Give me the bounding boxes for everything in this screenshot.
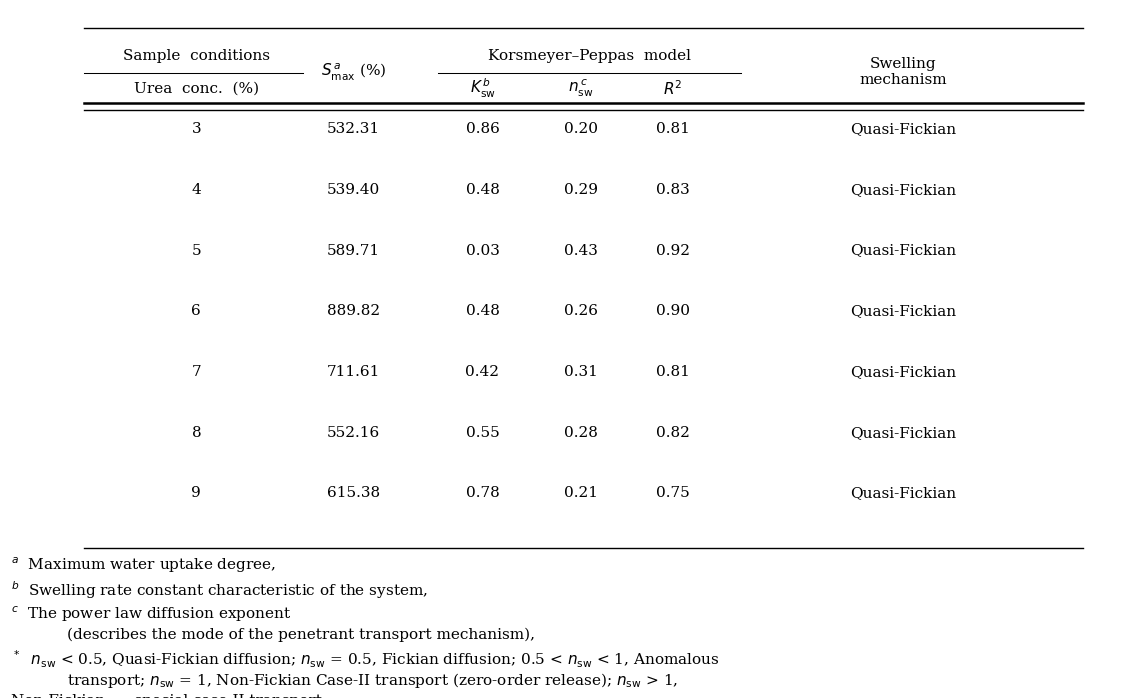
Text: 0.28: 0.28 (564, 426, 598, 440)
Text: 0.42: 0.42 (466, 365, 499, 379)
Text: $^*$  $n_{\rm sw}$ < 0.5, Quasi-Fickian diffusion; $n_{\rm sw}$ = 0.5, Fickian d: $^*$ $n_{\rm sw}$ < 0.5, Quasi-Fickian d… (11, 649, 720, 670)
Text: $^c$  The power law diffusion exponent: $^c$ The power law diffusion exponent (11, 604, 292, 624)
Text: Quasi-Fickian: Quasi-Fickian (850, 487, 956, 500)
Text: 615.38: 615.38 (327, 487, 380, 500)
Text: $S_{\rm max}^{\,a}$ (%): $S_{\rm max}^{\,a}$ (%) (321, 61, 386, 83)
Text: 0.55: 0.55 (466, 426, 499, 440)
Text: 0.86: 0.86 (466, 122, 499, 136)
Text: 0.82: 0.82 (656, 426, 690, 440)
Text: Quasi-Fickian: Quasi-Fickian (850, 122, 956, 136)
Text: 0.75: 0.75 (656, 487, 690, 500)
Text: 0.48: 0.48 (466, 183, 499, 197)
Text: 711.61: 711.61 (327, 365, 380, 379)
Text: 0.20: 0.20 (564, 122, 598, 136)
Text: 0.21: 0.21 (564, 487, 598, 500)
Text: Quasi-Fickian: Quasi-Fickian (850, 365, 956, 379)
Text: $^a$  Maximum water uptake degree,: $^a$ Maximum water uptake degree, (11, 556, 276, 575)
Text: Urea  conc.  (%): Urea conc. (%) (134, 82, 259, 96)
Text: (describes the mode of the penetrant transport mechanism),: (describes the mode of the penetrant tra… (67, 628, 535, 642)
Text: 532.31: 532.31 (327, 122, 380, 136)
Text: Sample  conditions: Sample conditions (122, 49, 270, 63)
Text: 0.48: 0.48 (466, 304, 499, 318)
Text: transport; $n_{\rm sw}$ = 1, Non-Fickian Case-II transport (zero-order release);: transport; $n_{\rm sw}$ = 1, Non-Fickian… (67, 671, 679, 690)
Text: Non-Fickian      special case-II transport.: Non-Fickian special case-II transport. (11, 695, 327, 698)
Text: 552.16: 552.16 (327, 426, 380, 440)
Text: 0.29: 0.29 (564, 183, 598, 197)
Text: 889.82: 889.82 (327, 304, 380, 318)
Text: 7: 7 (192, 365, 201, 379)
Text: 0.90: 0.90 (656, 304, 690, 318)
Text: Quasi-Fickian: Quasi-Fickian (850, 244, 956, 258)
Text: 5: 5 (192, 244, 201, 258)
Text: 0.31: 0.31 (564, 365, 598, 379)
Text: Quasi-Fickian: Quasi-Fickian (850, 304, 956, 318)
Text: $R^2$: $R^2$ (663, 80, 683, 98)
Text: $K_{\rm sw}^{\,b}$: $K_{\rm sw}^{\,b}$ (469, 77, 496, 101)
Text: $n_{\rm sw}^{\,c}$: $n_{\rm sw}^{\,c}$ (569, 78, 594, 99)
Text: 4: 4 (192, 183, 201, 197)
Text: 6: 6 (192, 304, 201, 318)
Text: Quasi-Fickian: Quasi-Fickian (850, 183, 956, 197)
Text: 0.03: 0.03 (466, 244, 499, 258)
Text: 8: 8 (192, 426, 201, 440)
Text: Swelling
mechanism: Swelling mechanism (859, 57, 947, 87)
Text: 539.40: 539.40 (327, 183, 380, 197)
Text: 9: 9 (192, 487, 201, 500)
Text: Korsmeyer–Peppas  model: Korsmeyer–Peppas model (488, 49, 690, 63)
Text: 589.71: 589.71 (327, 244, 380, 258)
Text: 0.81: 0.81 (656, 365, 690, 379)
Text: 0.83: 0.83 (656, 183, 690, 197)
Text: 0.81: 0.81 (656, 122, 690, 136)
Text: 0.26: 0.26 (564, 304, 598, 318)
Text: $^b$  Swelling rate constant characteristic of the system,: $^b$ Swelling rate constant characterist… (11, 579, 429, 601)
Text: 0.78: 0.78 (466, 487, 499, 500)
Text: Quasi-Fickian: Quasi-Fickian (850, 426, 956, 440)
Text: 3: 3 (192, 122, 201, 136)
Text: 0.43: 0.43 (564, 244, 598, 258)
Text: 0.92: 0.92 (656, 244, 690, 258)
